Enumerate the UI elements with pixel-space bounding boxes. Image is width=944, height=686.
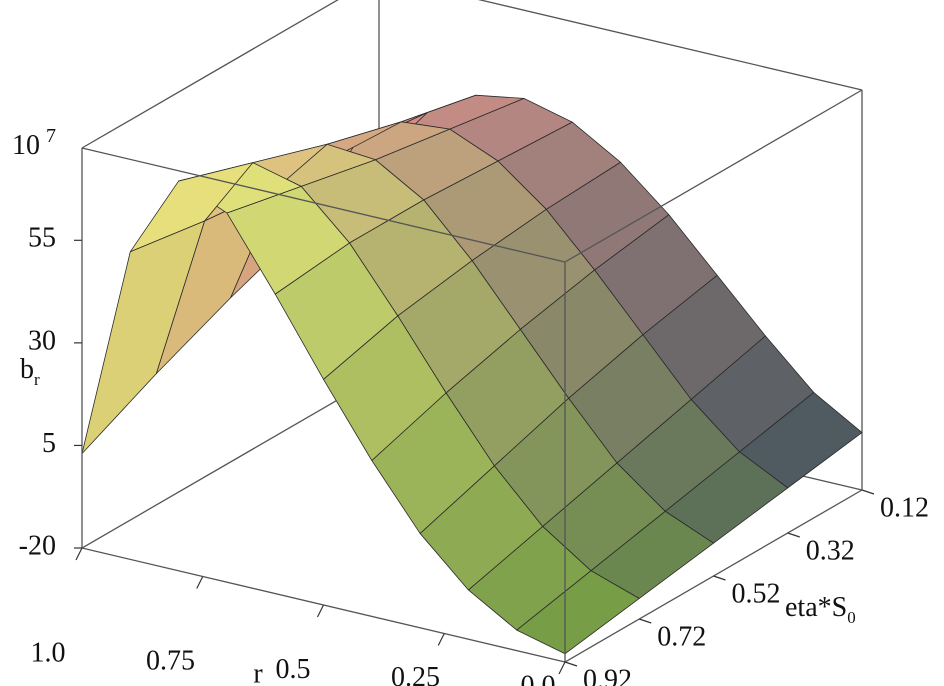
- z-axis-label: br: [20, 354, 40, 389]
- y-axis-label-text: eta*S: [785, 592, 847, 623]
- y-tick-label: 0.72: [657, 621, 706, 652]
- z-tick-label: -20: [19, 530, 56, 561]
- box-edge: [81, 147, 566, 263]
- x-tick-label: 0.25: [391, 662, 440, 686]
- labels: -20 5 30 55 0.0 0.25 0.5 0.75 1.0 0.12 0.32 0.52 0.7…: [12, 125, 929, 686]
- x-tick-label: 0.75: [146, 646, 195, 677]
- y-axis-label-sub: 0: [847, 608, 856, 627]
- z-scale-base: 10: [12, 130, 40, 161]
- z-tick-label: 5: [42, 428, 56, 459]
- y-tick: [861, 489, 875, 495]
- z-axis-label-text: b: [20, 354, 34, 385]
- z-tick-label: 30: [28, 325, 56, 356]
- y-tick: [787, 532, 800, 538]
- z-scale-exponent: 7: [46, 125, 56, 147]
- y-tick-label: 0.92: [583, 664, 632, 686]
- x-tick-label: 0.5: [276, 654, 311, 685]
- z-scale-label: 10 7: [12, 125, 56, 162]
- x-tick: [558, 661, 566, 675]
- surface: [81, 94, 863, 655]
- x-tick: [437, 633, 445, 646]
- x-axis-label: r: [253, 658, 263, 686]
- y-tick-label: 0.12: [880, 492, 929, 523]
- box-edge: [81, 375, 380, 549]
- x-tick: [316, 604, 325, 618]
- z-axis-label-sub: r: [34, 370, 40, 389]
- box-edge: [564, 89, 863, 263]
- y-axis-label: eta*S0: [785, 592, 856, 627]
- y-tick-label: 0.32: [806, 535, 855, 566]
- z-tick-label: 55: [28, 223, 56, 254]
- box-edge: [477, 0, 863, 91]
- y-tick: [713, 575, 726, 581]
- y-tick: [564, 661, 578, 667]
- x-tick: [75, 547, 83, 561]
- x-tick-label: 0.0: [521, 670, 556, 686]
- x-tick-label: 1.0: [31, 637, 66, 668]
- y-tick-label: 0.52: [732, 578, 781, 609]
- x-tick: [196, 576, 204, 589]
- box-edge: [81, 0, 339, 149]
- y-tick: [639, 618, 652, 624]
